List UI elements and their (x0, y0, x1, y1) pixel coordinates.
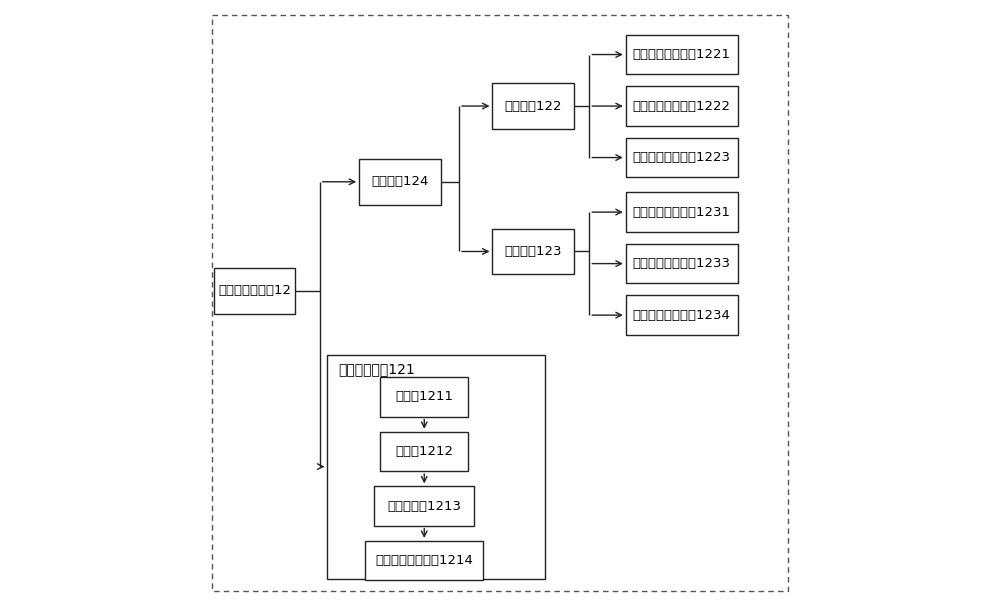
Text: 加压器1211: 加压器1211 (395, 390, 453, 404)
Text: 加温单元122: 加温单元122 (505, 99, 562, 113)
Text: 气压检测单元121: 气压检测单元121 (338, 362, 415, 377)
Bar (626, 87, 738, 126)
Bar (492, 228, 574, 274)
Text: 第一降温阶段模块1231: 第一降温阶段模块1231 (633, 205, 731, 219)
Bar (626, 296, 738, 335)
Text: 温度单元124: 温度单元124 (371, 175, 429, 188)
Bar (374, 486, 474, 525)
Text: 第三加温阶段模块1223: 第三加温阶段模块1223 (633, 151, 731, 164)
Text: 呼吸阀检测系统12: 呼吸阀检测系统12 (218, 284, 291, 298)
Text: 降温单元123: 降温单元123 (505, 245, 562, 258)
Text: 第三降温阶段模块1234: 第三降温阶段模块1234 (633, 308, 731, 322)
Bar (214, 268, 295, 314)
Bar (365, 541, 483, 581)
Bar (380, 432, 468, 471)
Text: 气压传感器1213: 气压传感器1213 (387, 499, 461, 513)
Text: 连接管1212: 连接管1212 (395, 445, 453, 458)
Bar (626, 35, 738, 75)
Bar (626, 192, 738, 231)
Bar (327, 355, 545, 579)
Bar (359, 159, 441, 205)
Text: 第二加温阶段模块1222: 第二加温阶段模块1222 (633, 99, 731, 113)
Bar (380, 377, 468, 417)
Bar (626, 244, 738, 283)
Text: 第二降温阶段模块1233: 第二降温阶段模块1233 (633, 257, 731, 270)
Bar (626, 138, 738, 177)
Text: 第一加温阶段模块1221: 第一加温阶段模块1221 (633, 48, 731, 61)
Bar (492, 84, 574, 129)
Text: 介子气压数值单元1214: 介子气压数值单元1214 (375, 554, 473, 567)
